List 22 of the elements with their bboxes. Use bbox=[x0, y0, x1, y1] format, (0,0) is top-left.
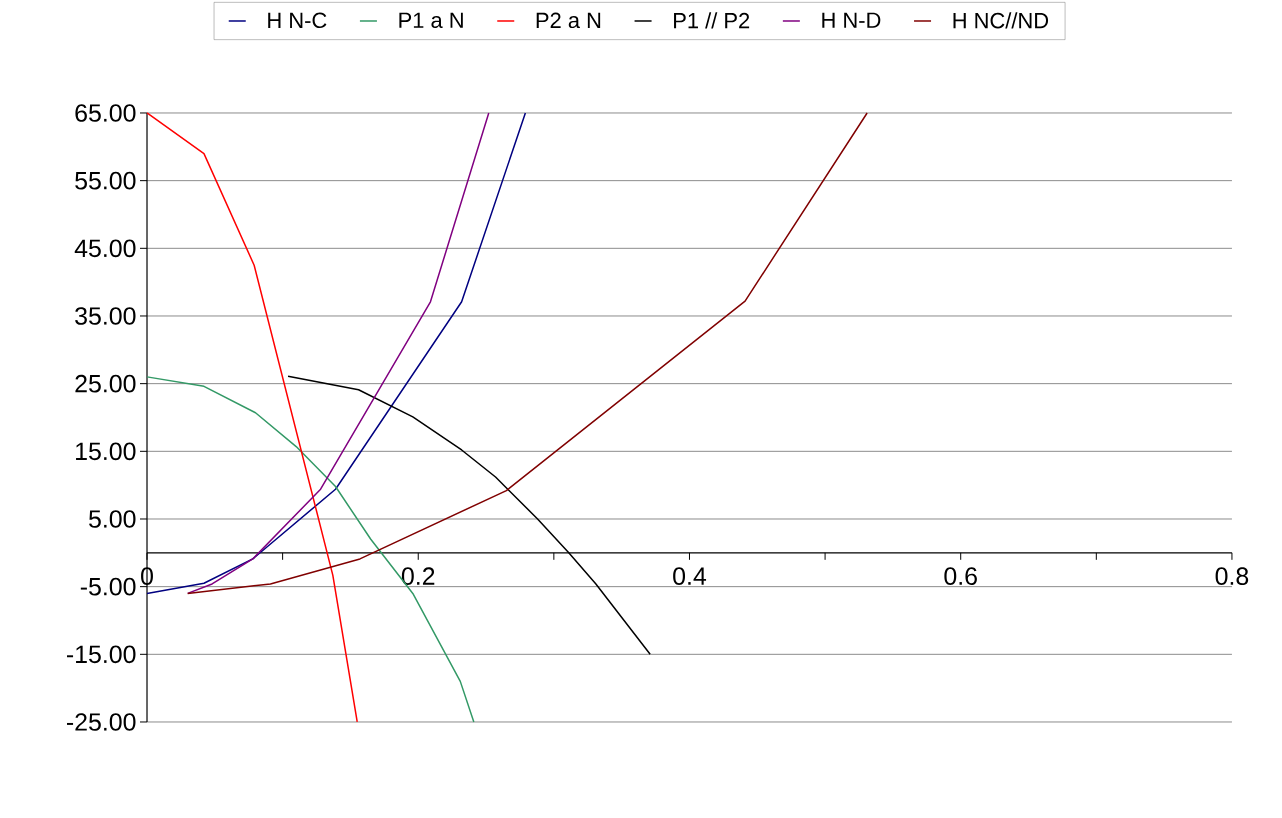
legend-label: P2 a N bbox=[536, 12, 601, 29]
line-series bbox=[186, 112, 490, 595]
legend-label: P1 // P2 bbox=[674, 12, 750, 29]
legend-label: H N-D bbox=[822, 12, 881, 28]
x-tick-label: 0.8 bbox=[1215, 567, 1249, 585]
y-tick-label: -5.00 bbox=[80, 577, 136, 596]
y-tick-label: 25.00 bbox=[75, 374, 136, 393]
legend-label: P1 a N bbox=[399, 12, 463, 28]
line-series bbox=[186, 112, 868, 595]
y-tick-label: -15.00 bbox=[66, 645, 136, 664]
legend-label: H N-C bbox=[268, 12, 327, 29]
y-tick-label: 35.00 bbox=[75, 307, 136, 325]
y-tick-label: 45.00 bbox=[74, 239, 136, 258]
y-tick-label: 55.00 bbox=[75, 171, 136, 190]
legend-label: H NC//ND bbox=[953, 12, 1049, 29]
x-tick-label: 0.6 bbox=[944, 567, 977, 585]
y-tick-label: -25.00 bbox=[66, 713, 136, 731]
x-tick-label: 0.4 bbox=[673, 567, 707, 585]
y-tick-label: 65.00 bbox=[75, 104, 136, 122]
y-tick-label: 15.00 bbox=[76, 442, 136, 461]
x-tick-label: 0.2 bbox=[401, 567, 435, 585]
y-tick-label: 5.00 bbox=[89, 510, 136, 528]
